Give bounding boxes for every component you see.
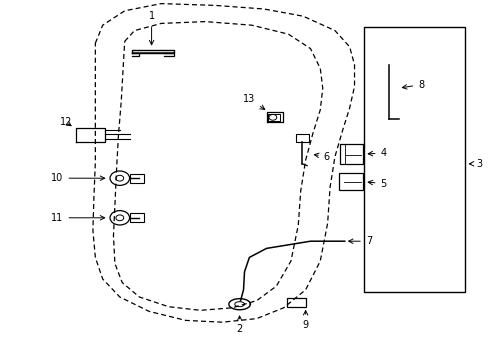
Bar	[339, 144, 363, 164]
Bar	[338, 173, 363, 190]
Text: 9: 9	[302, 311, 308, 330]
Text: 1: 1	[148, 11, 154, 45]
Text: 4: 4	[367, 148, 386, 158]
Text: 13: 13	[243, 94, 264, 109]
Text: 8: 8	[402, 80, 424, 90]
Text: 5: 5	[367, 179, 386, 189]
Bar	[129, 213, 144, 222]
Bar	[129, 174, 144, 183]
Text: 7: 7	[348, 236, 371, 246]
Text: 3: 3	[468, 159, 482, 169]
Text: 6: 6	[314, 152, 329, 162]
Text: 2: 2	[236, 316, 242, 334]
Bar	[364, 27, 464, 292]
Bar	[286, 298, 305, 307]
Bar	[296, 134, 308, 142]
Text: 12: 12	[60, 117, 72, 127]
Text: 11: 11	[51, 213, 104, 223]
Text: 10: 10	[51, 173, 104, 183]
